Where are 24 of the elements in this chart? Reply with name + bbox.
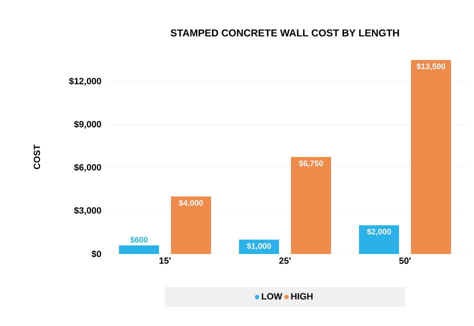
data-label: $1,000: [246, 242, 271, 250]
y-tick-label: $0: [92, 250, 102, 258]
y-axis-title: COST: [34, 144, 40, 170]
data-label: $4,000: [178, 200, 203, 207]
bar: [358, 225, 399, 254]
y-tick-label: $9,000: [74, 120, 102, 129]
y-tick-label: $12,000: [69, 78, 102, 86]
x-tick-label: 50′: [399, 258, 411, 264]
bar: [239, 240, 279, 254]
data-label: $600: [130, 236, 148, 244]
y-tick-label: $3,000: [74, 206, 102, 215]
bar: [119, 245, 160, 254]
data-label: $13,500: [416, 63, 446, 70]
y-tick-label: $6,000: [74, 164, 102, 172]
legend-label: LOW: [262, 293, 282, 300]
data-label: $6,750: [298, 160, 323, 168]
bar: [291, 156, 331, 254]
bar: [410, 60, 451, 254]
chart-title: STAMPED CONCRETE WALL COST BY LENGTH: [170, 29, 399, 36]
data-label: $2,000: [366, 228, 391, 236]
x-tick-label: 15′: [159, 258, 171, 264]
x-tick-label: 25′: [279, 258, 291, 264]
bar: [171, 196, 212, 254]
legend-label: HIGH: [291, 293, 313, 300]
